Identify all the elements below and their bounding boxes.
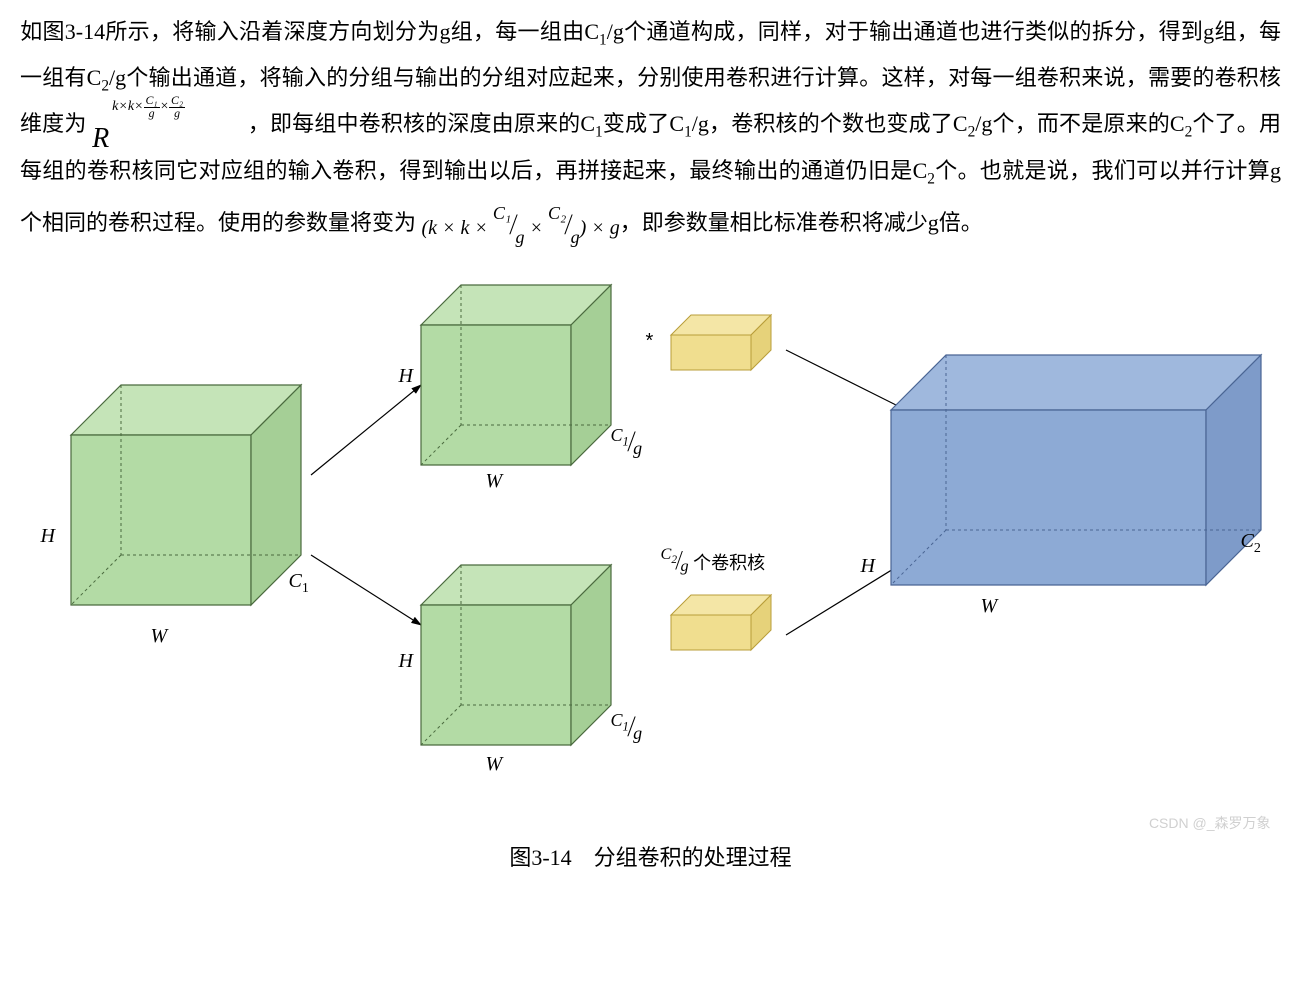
kernel-bottom xyxy=(671,595,781,670)
conv-star: * xyxy=(646,330,654,353)
text-seg: /g个，而不是原来的C xyxy=(975,111,1184,136)
label-h: H xyxy=(41,525,55,548)
label-c1g: C1/g xyxy=(611,425,643,459)
text-seg: /g，卷积核的个数也变成了C xyxy=(692,111,968,136)
label-w: W xyxy=(486,470,503,493)
text-seg: 变成了C xyxy=(603,111,684,136)
label-w: W xyxy=(151,625,168,648)
group-conv-diagram: H W C1 H W C1/g xyxy=(21,275,1281,835)
figure-caption: 图3-14 分组卷积的处理过程 xyxy=(20,840,1281,872)
formula-r-dim: R k×k×C₁g×C₂g xyxy=(92,111,242,141)
label-c1g: C1/g xyxy=(611,710,643,744)
sub: 2 xyxy=(927,170,935,187)
label-h: H xyxy=(399,650,413,673)
sub: 1 xyxy=(595,124,603,141)
text-seg: ，即参数量相比标准卷积将减少g倍。 xyxy=(620,210,983,235)
split-arrows xyxy=(301,355,441,655)
group-cube-bottom xyxy=(421,565,621,770)
text-seg: 如图3-14所示，将输入沿着深度方向划分为g组，每一组由C xyxy=(20,19,599,44)
kernel-top xyxy=(671,315,781,390)
sub: 1 xyxy=(684,124,692,141)
sub: 1 xyxy=(599,31,607,48)
watermark: CSDN @_森罗万象 xyxy=(1149,813,1271,833)
label-w: W xyxy=(981,595,998,618)
sub: 2 xyxy=(101,78,109,95)
label-h: H xyxy=(399,365,413,388)
label-h: H xyxy=(861,555,875,578)
label-w: W xyxy=(486,753,503,776)
input-cube xyxy=(71,385,311,630)
main-paragraph: 如图3-14所示，将输入沿着深度方向划分为g组，每一组由C1/g个通道构成，同样… xyxy=(20,10,1281,255)
formula-params: (k × k × C₁/g × C₂/g) × g xyxy=(422,195,620,255)
text-seg: ，即每组中卷积核的深度由原来的C xyxy=(248,111,595,136)
group-cube-top xyxy=(421,285,621,490)
output-cube xyxy=(891,355,1271,640)
label-c2: C2 xyxy=(1241,530,1261,557)
label-c2g-kernels: C2/g 个卷积核 xyxy=(661,545,766,576)
